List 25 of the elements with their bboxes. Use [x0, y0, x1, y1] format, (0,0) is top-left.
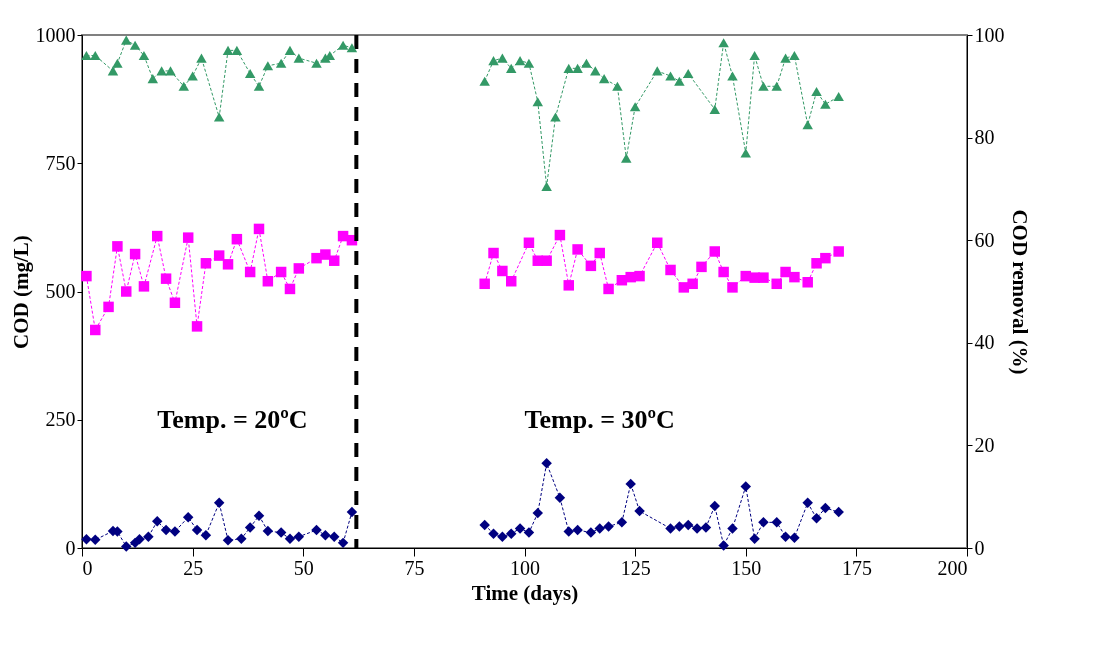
x-tick-label: 175 [841, 556, 872, 579]
y2-tick-label: 0 [974, 536, 985, 559]
y2-tick-label: 20 [974, 433, 995, 456]
y-tick-label: 1000 [35, 23, 76, 46]
y2-tick-label: 100 [974, 23, 1005, 46]
y-tick-label: 250 [45, 408, 76, 431]
x-tick-label: 75 [404, 556, 425, 579]
x-tick-label: 125 [620, 556, 651, 579]
x-tick-label: 100 [510, 556, 540, 579]
y-axis-title: COD (mg/L) [8, 235, 33, 349]
x-axis-title: Time (days) [471, 580, 579, 605]
x-tick-label: 200 [937, 556, 968, 579]
y2-axis-title: COD removal (%) [1007, 209, 1032, 375]
y-tick-label: 0 [65, 536, 76, 559]
y-tick-label: 750 [45, 151, 76, 174]
y-tick-label: 500 [45, 280, 76, 302]
y2-tick-label: 40 [974, 331, 995, 354]
y2-tick-label: 60 [974, 228, 995, 251]
annotation: Temp. = 30ºC [524, 404, 675, 434]
x-tick-label: 50 [293, 556, 314, 579]
x-tick-label: 150 [731, 556, 762, 579]
y2-tick-label: 80 [974, 126, 995, 149]
annotation: Temp. = 20ºC [157, 404, 308, 434]
x-tick-label: 0 [82, 556, 93, 579]
x-tick-label: 25 [183, 556, 204, 579]
